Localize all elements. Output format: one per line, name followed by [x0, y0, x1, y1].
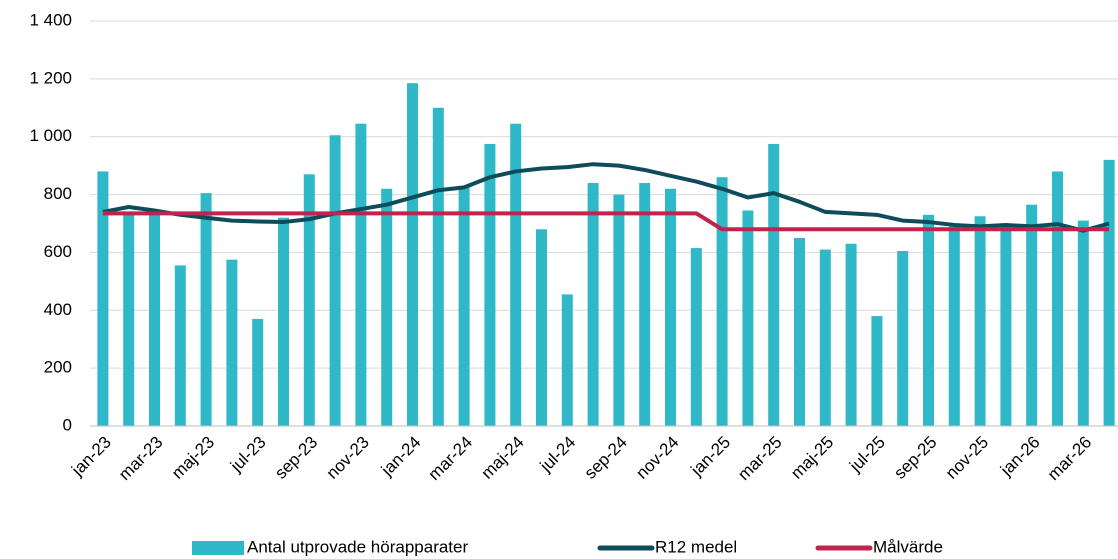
bar: [948, 226, 960, 426]
line-series: [102, 211, 1110, 232]
y-tick-label: 1 400: [29, 10, 72, 29]
bar: [923, 214, 934, 426]
x-tick-label: mar-25: [734, 433, 786, 485]
bar: [226, 259, 238, 426]
bar: [1052, 171, 1063, 426]
x-tick-label: nov-23: [323, 433, 373, 483]
x-tick-label: nov-25: [942, 433, 992, 483]
x-tick-label: jan-25: [687, 433, 735, 481]
x-tick-label: maj-23: [168, 433, 218, 483]
x-tick-label: jan-23: [67, 433, 115, 481]
x-tick-label: jan-26: [996, 433, 1044, 481]
y-tick-label: 400: [44, 300, 72, 319]
legend: Antal utprovade hörapparater R12 medel Mål…: [192, 537, 943, 556]
bar: [1000, 226, 1012, 426]
bar: [536, 229, 547, 426]
bar: [510, 123, 522, 427]
bar: [742, 210, 754, 426]
x-tick-label: jul-24: [536, 433, 580, 477]
bar: [819, 249, 831, 426]
y-tick-label: 1 000: [29, 126, 72, 145]
x-tick-label: nov-24: [632, 433, 682, 483]
x-tick-label: maj-25: [787, 433, 837, 483]
bar: [716, 177, 728, 426]
bar: [690, 248, 702, 426]
y-tick-label: 1 200: [29, 68, 72, 87]
bar: [458, 185, 470, 426]
y-tick-label: 800: [44, 184, 72, 203]
x-tick-label: jan-24: [377, 433, 425, 481]
bar: [794, 237, 805, 426]
bar: [329, 135, 341, 426]
bar: [355, 123, 367, 427]
bar: [484, 143, 496, 427]
legend-label: R12 medel: [655, 537, 737, 556]
legend-label: Målvärde: [873, 537, 943, 556]
bar: [639, 183, 651, 426]
x-tick-label: jul-25: [845, 433, 889, 477]
bar: [1077, 220, 1089, 426]
bar: [768, 143, 780, 427]
y-tick-label: 0: [63, 415, 72, 434]
bar: [123, 211, 135, 426]
x-tick-label: mar-23: [115, 433, 167, 485]
bar: [845, 243, 857, 426]
bar: [897, 250, 909, 426]
bar: [613, 194, 625, 426]
bar: [974, 216, 986, 426]
x-tick-label: mar-26: [1044, 433, 1096, 485]
bar: [1103, 159, 1115, 426]
bar: [587, 183, 599, 426]
y-tick-label: 200: [44, 358, 72, 377]
bar: [1026, 204, 1038, 426]
bar: [149, 213, 160, 426]
bar: [432, 107, 444, 427]
bar: [97, 171, 109, 426]
x-tick-label: sep-23: [271, 433, 321, 483]
bar: [381, 188, 393, 426]
legend-swatch: [192, 541, 244, 555]
x-tick-label: sep-24: [581, 433, 631, 483]
bar: [278, 217, 289, 426]
bar: [561, 294, 573, 426]
y-tick-label: 600: [44, 242, 72, 261]
bar: [665, 188, 676, 426]
x-tick-label: sep-25: [890, 433, 940, 483]
bar: [871, 316, 883, 426]
legend-label: Antal utprovade hörapparater: [247, 537, 468, 556]
bar: [303, 174, 315, 426]
line-series: [102, 162, 1110, 233]
x-tick-label: maj-24: [478, 433, 528, 483]
bar: [174, 265, 186, 426]
bar: [252, 318, 264, 426]
x-tick-label: mar-24: [425, 433, 477, 485]
bar: [200, 193, 212, 426]
x-tick-label: jul-23: [226, 433, 270, 477]
bar: [407, 83, 418, 427]
